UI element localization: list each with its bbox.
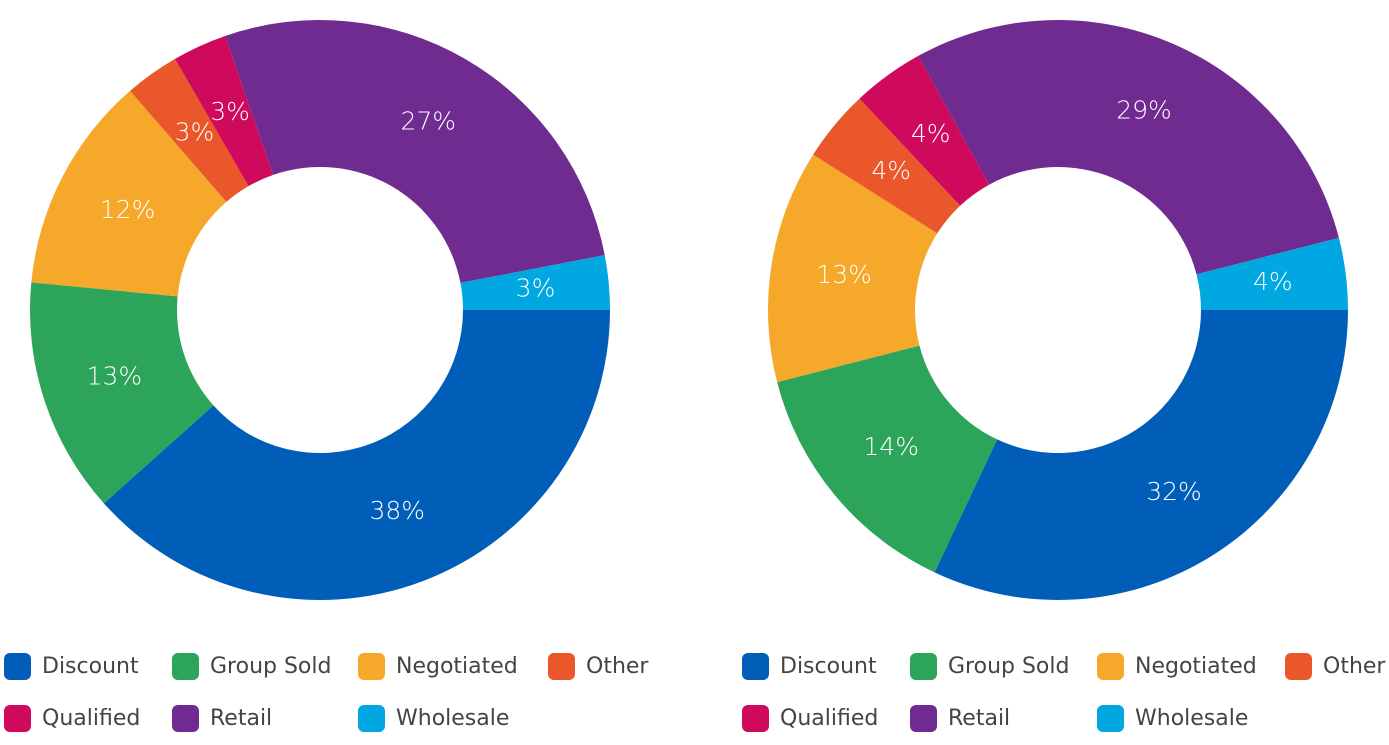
slice — [103, 310, 611, 600]
legend-label: Negotiated — [396, 654, 518, 679]
legend-swatch — [742, 705, 769, 732]
slice — [813, 98, 961, 234]
slice — [1196, 237, 1348, 310]
legend-swatch — [910, 653, 937, 680]
slice — [31, 90, 227, 297]
slice-label: 3% — [210, 97, 250, 126]
legend-label: Retail — [948, 706, 1010, 731]
slice-label: 38% — [369, 496, 425, 525]
slice-label: 4% — [911, 119, 951, 148]
legend-swatch — [358, 705, 385, 732]
legend-swatch — [910, 705, 937, 732]
donut-chart: 38%13%12%3%3% 27%3%Discount Group Sold Nego… — [4, 20, 649, 732]
legend-swatch — [1097, 705, 1124, 732]
slice-label: 27% — [400, 107, 456, 136]
legend-swatch — [1097, 653, 1124, 680]
legend-label: Qualified — [42, 706, 140, 731]
legend-label: Wholesale — [1135, 706, 1248, 731]
slice-label: 3% — [175, 118, 215, 147]
donut-chart: 32%14%13%4%4%29%4%Discount Group Sold Nego… — [742, 20, 1386, 732]
slice-label: 12% — [100, 195, 156, 224]
slice-label: 14% — [863, 432, 919, 461]
legend-swatch — [172, 705, 199, 732]
slice — [934, 310, 1348, 600]
slice — [777, 345, 998, 573]
legend-label: Retail — [210, 706, 272, 731]
legend-label: Other — [586, 654, 649, 679]
slice-label: 3% — [516, 273, 556, 302]
slice-label: 32% — [1146, 477, 1202, 506]
slice — [175, 35, 274, 187]
slice-label: 4% — [1253, 267, 1293, 296]
legend-swatch — [548, 653, 575, 680]
legend-swatch — [1285, 653, 1312, 680]
legend-label: Negotiated — [1135, 654, 1257, 679]
legend-label: Discount — [42, 654, 139, 679]
legend-label: Discount — [780, 654, 877, 679]
legend-swatch — [358, 653, 385, 680]
slice-label: 13% — [87, 362, 143, 391]
slice-label: 29% — [1116, 95, 1172, 124]
legend-swatch — [742, 653, 769, 680]
legend-swatch — [4, 653, 31, 680]
slice — [460, 255, 610, 310]
legend-swatch — [172, 653, 199, 680]
slice-label: 13% — [816, 260, 872, 289]
legend-label: Group Sold — [948, 654, 1069, 679]
slice — [29, 282, 214, 504]
legend-label: Other — [1323, 654, 1386, 679]
slice-label: 4% — [871, 156, 911, 185]
slice — [768, 154, 938, 383]
legend-label: Wholesale — [396, 706, 509, 731]
slice — [859, 55, 990, 206]
slice — [225, 20, 605, 283]
legend-swatch — [4, 705, 31, 732]
legend-label: Group Sold — [210, 654, 331, 679]
slice — [130, 58, 249, 202]
legend-label: Qualified — [780, 706, 878, 731]
slice — [918, 20, 1339, 275]
